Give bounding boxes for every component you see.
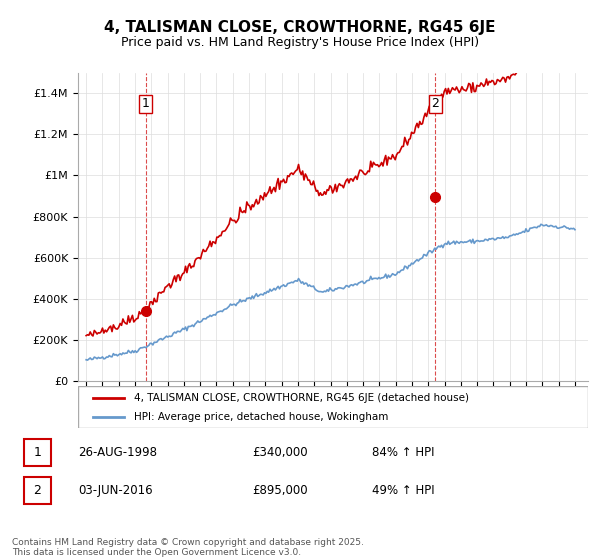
Text: 2: 2 xyxy=(431,97,439,110)
Text: 4, TALISMAN CLOSE, CROWTHORNE, RG45 6JE (detached house): 4, TALISMAN CLOSE, CROWTHORNE, RG45 6JE … xyxy=(134,393,469,403)
Text: 26-AUG-1998: 26-AUG-1998 xyxy=(78,446,157,459)
Text: Contains HM Land Registry data © Crown copyright and database right 2025.
This d: Contains HM Land Registry data © Crown c… xyxy=(12,538,364,557)
Text: £340,000: £340,000 xyxy=(252,446,308,459)
Text: 84% ↑ HPI: 84% ↑ HPI xyxy=(372,446,434,459)
Text: 1: 1 xyxy=(142,97,149,110)
Text: 03-JUN-2016: 03-JUN-2016 xyxy=(78,484,152,497)
Bar xyxy=(24,477,51,503)
Text: 1: 1 xyxy=(34,446,41,459)
Text: Price paid vs. HM Land Registry's House Price Index (HPI): Price paid vs. HM Land Registry's House … xyxy=(121,36,479,49)
Text: 49% ↑ HPI: 49% ↑ HPI xyxy=(372,484,434,497)
Text: £895,000: £895,000 xyxy=(252,484,308,497)
Text: HPI: Average price, detached house, Wokingham: HPI: Average price, detached house, Woki… xyxy=(134,412,388,422)
Text: 4, TALISMAN CLOSE, CROWTHORNE, RG45 6JE: 4, TALISMAN CLOSE, CROWTHORNE, RG45 6JE xyxy=(104,20,496,35)
Text: 2: 2 xyxy=(34,484,41,497)
Bar xyxy=(24,439,51,466)
